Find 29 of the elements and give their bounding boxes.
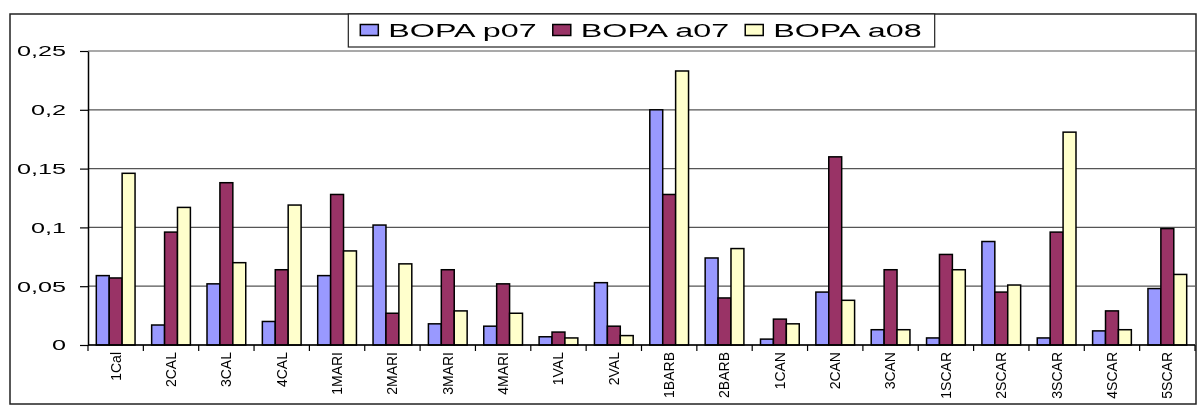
x-tick-label: 2BARB — [716, 352, 733, 398]
x-tick-label: 1Cal — [107, 352, 124, 381]
y-tick-label: 0,1 — [30, 220, 66, 236]
y-tick-label: 0 — [51, 338, 66, 354]
x-tick-label: 5SCAR — [1159, 352, 1176, 399]
x-tick-label: 2MARI — [384, 352, 401, 395]
x-tick-label: 1SCAR — [937, 352, 954, 399]
x-tick-label: 2SCAR — [993, 352, 1010, 399]
legend-label: BOPA a07 — [580, 19, 730, 42]
legend-label: BOPA a08 — [773, 19, 922, 42]
x-tick-label: 2VAL — [605, 351, 622, 386]
y-tick-label: 0,05 — [16, 279, 66, 295]
y-tick-label: 0,2 — [30, 102, 66, 118]
x-tick-label: 2CAN — [827, 352, 844, 390]
x-tick-label: 1BARB — [661, 352, 678, 398]
x-tick-label: 4SCAR — [1103, 352, 1120, 399]
x-tick-label: 1CAN — [771, 352, 788, 390]
x-tick-label: 2CAL — [162, 351, 179, 388]
x-tick-label: 3CAN — [882, 352, 899, 390]
x-tick-label: 3MARI — [439, 352, 456, 395]
x-tick-label: 4CAL — [273, 351, 290, 388]
legend-label: BOPA p07 — [388, 19, 537, 42]
y-tick-label: 0,25 — [16, 44, 66, 60]
x-tick-label: 1MARI — [328, 352, 345, 395]
x-tick-label: 3SCAR — [1048, 352, 1065, 399]
x-tick-label: 1VAL — [550, 351, 567, 386]
y-tick-label: 0,15 — [16, 161, 66, 177]
x-tick-label: 3CAL — [218, 351, 235, 388]
x-tick-label: 4MARI — [495, 352, 512, 395]
